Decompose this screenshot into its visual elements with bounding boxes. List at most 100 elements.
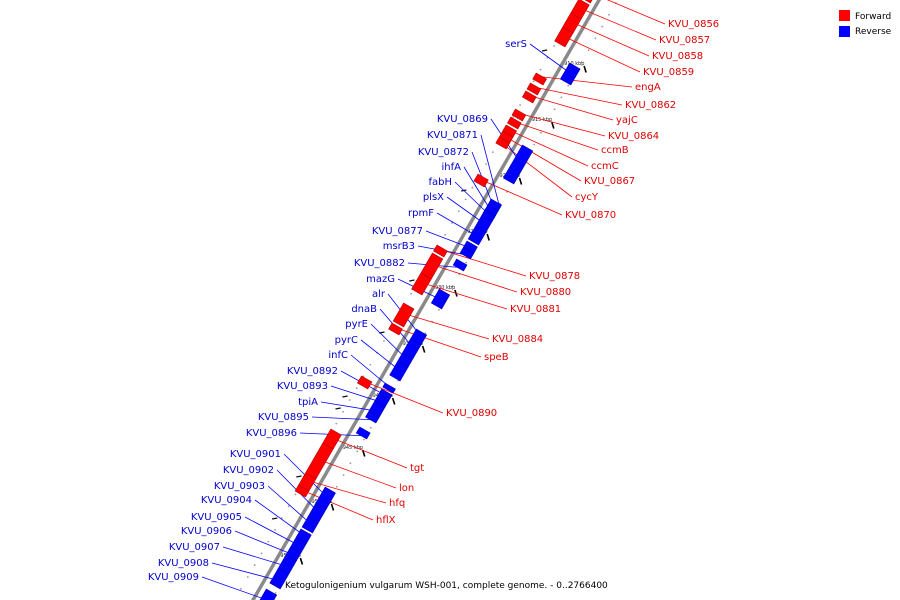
gene-facet-kvu-0907 [285, 555, 299, 563]
gene-label-kvu-0872[interactable]: KVU_0872 [418, 147, 469, 158]
minor-tick-dot [601, 25, 604, 28]
gene-arrow-kvu-0895[interactable] [365, 410, 380, 424]
gene-label-kvu-0882[interactable]: KVU_0882 [354, 258, 405, 269]
gene-label-kvu-0892[interactable]: KVU_0892 [287, 366, 338, 377]
gene-facet-pyrc [397, 361, 411, 369]
gene-label-rpmf[interactable]: rpmF [408, 208, 434, 219]
gene-arrow-kvu-0890[interactable] [356, 375, 373, 390]
gene-label-kvu-0890[interactable]: KVU_0890 [446, 408, 497, 419]
gene-label-mazg[interactable]: mazG [366, 274, 395, 285]
gene-label-kvu-0908[interactable]: KVU_0908 [158, 558, 209, 569]
gene-label-kvu-0864[interactable]: KVU_0864 [608, 131, 659, 142]
gene-label-kvu-0896[interactable]: KVU_0896 [246, 428, 297, 439]
gene-label-alr[interactable]: alr [372, 289, 386, 300]
gene-arrow-enga[interactable] [532, 72, 548, 86]
gene-label-kvu-0867[interactable]: KVU_0867 [584, 176, 635, 187]
gene-arrow-kvu-0881[interactable] [411, 272, 432, 296]
gene-label-hflx[interactable]: hflX [376, 515, 396, 526]
gene-label-kvu-0859[interactable]: KVU_0859 [643, 67, 694, 78]
leader-line-yajc [523, 93, 614, 121]
gene-label-tgt[interactable]: tgt [410, 463, 424, 474]
gene-arrow-lon[interactable] [305, 442, 334, 480]
gene-label-kvu-0857[interactable]: KVU_0857 [659, 35, 710, 46]
gene-arrow-kvu-0878[interactable] [433, 244, 448, 258]
gene-facet-kvu-0881 [420, 273, 434, 281]
minor-tick-dot [240, 587, 242, 590]
gene-label-ccmc[interactable]: ccmC [591, 161, 619, 172]
gene-label-kvu-0904[interactable]: KVU_0904 [201, 495, 252, 506]
gene-label-kvu-0901[interactable]: KVU_0901 [230, 449, 281, 460]
gene-arrow-infc[interactable] [382, 382, 396, 394]
gene-arrow-msrb3[interactable] [459, 246, 475, 260]
gene-arrow-kvu-0909[interactable] [258, 588, 278, 600]
forward-tick-mark [342, 395, 348, 398]
gene-arrow-speb[interactable] [388, 322, 403, 336]
gene-facet-sers [569, 63, 583, 71]
gene-label-sers[interactable]: serS [505, 39, 527, 50]
gene-arrow-kvu-0859[interactable] [554, 26, 574, 48]
gene-arrow-kvu-0864[interactable] [511, 108, 527, 122]
gene-label-kvu-0895[interactable]: KVU_0895 [258, 412, 309, 423]
gene-label-dnab[interactable]: dnaB [351, 304, 377, 315]
gene-label-kvu-0902[interactable]: KVU_0902 [223, 465, 274, 476]
gene-label-msrb3[interactable]: msrB3 [383, 241, 415, 252]
gene-label-kvu-0862[interactable]: KVU_0862 [625, 100, 676, 111]
gene-label-kvu-0884[interactable]: KVU_0884 [492, 334, 543, 345]
leader-line-cycy [497, 139, 573, 198]
gene-label-plsx[interactable]: plsX [423, 192, 444, 203]
gene-label-speb[interactable]: speB [484, 352, 509, 363]
gene-label-yajc[interactable]: yajC [616, 115, 638, 126]
gene-arrow-hflx[interactable] [294, 484, 310, 498]
gene-arrow-kvu-0884[interactable] [392, 302, 415, 328]
leader-line-kvu-0895 [311, 416, 378, 421]
gene-facet-dnab [410, 339, 424, 347]
gene-label-kvu-0906[interactable]: KVU_0906 [181, 526, 232, 537]
gene-arrow-rpmf[interactable] [467, 226, 486, 246]
gene-label-kvu-0856[interactable]: KVU_0856 [668, 19, 719, 30]
gene-label-ihfa[interactable]: ihfA [442, 162, 462, 173]
gene-label-kvu-0870[interactable]: KVU_0870 [565, 210, 616, 221]
minor-tick-dots [240, 2, 617, 594]
gene-arrow-kvu-0908[interactable] [269, 568, 289, 590]
gene-facet-kvu-0872 [487, 205, 501, 213]
gene-label-kvu-0907[interactable]: KVU_0907 [169, 542, 220, 553]
leader-line-kvu-0884 [398, 311, 490, 340]
gene-label-fabh[interactable]: fabH [428, 177, 452, 188]
gene-arrow-kvu-0856[interactable] [580, 0, 599, 4]
gene-label-kvu-0893[interactable]: KVU_0893 [277, 381, 328, 392]
gene-label-enga[interactable]: engA [635, 82, 661, 93]
gene-label-kvu-0909[interactable]: KVU_0909 [148, 572, 199, 583]
gene-arrow-kvu-0870[interactable] [473, 173, 489, 188]
gene-label-kvu-0858[interactable]: KVU_0858 [652, 51, 703, 62]
gene-facet-kvu-0903 [307, 517, 321, 525]
gene-label-infc[interactable]: infC [328, 350, 348, 361]
gene-label-ccmb[interactable]: ccmB [601, 145, 629, 156]
gene-facet-ccmc [506, 125, 520, 133]
gene-label-kvu-0881[interactable]: KVU_0881 [510, 304, 561, 315]
leader-line-kvu-0864 [513, 111, 606, 137]
gene-label-lon[interactable]: lon [399, 483, 414, 494]
gene-arrow-kvu-0896[interactable] [355, 426, 371, 440]
gene-label-kvu-0878[interactable]: KVU_0878 [529, 271, 580, 282]
gene-label-kvu-0905[interactable]: KVU_0905 [191, 512, 242, 523]
gene-label-kvu-0903[interactable]: KVU_0903 [214, 481, 265, 492]
gene-arrow-mazg[interactable] [430, 288, 451, 310]
gene-label-tpia[interactable]: tpiA [298, 397, 318, 408]
gene-label-kvu-0880[interactable]: KVU_0880 [520, 287, 571, 298]
gene-label-pyre[interactable]: pyrE [345, 319, 368, 330]
leader-line-kvu-0890 [359, 379, 444, 414]
leader-line-enga [534, 75, 633, 88]
major-tick-mark [330, 503, 335, 511]
gene-label-cycy[interactable]: cycY [575, 192, 599, 203]
gene-arrow-sers[interactable] [559, 62, 581, 86]
gene-facet-kvu-0884 [403, 303, 417, 311]
gene-label-kvu-0871[interactable]: KVU_0871 [427, 130, 478, 141]
gene-label-pyrc[interactable]: pyrC [335, 335, 358, 346]
minor-tick-dot [485, 163, 487, 165]
gene-label-kvu-0869[interactable]: KVU_0869 [437, 114, 488, 125]
gene-arrow-kvu-0862[interactable] [526, 82, 542, 96]
gene-label-kvu-0877[interactable]: KVU_0877 [372, 226, 423, 237]
gene-label-hfq[interactable]: hfq [389, 498, 405, 509]
gene-arrow-kvu-0869[interactable] [502, 144, 534, 185]
gene-arrow-kvu-0882[interactable] [452, 258, 468, 272]
